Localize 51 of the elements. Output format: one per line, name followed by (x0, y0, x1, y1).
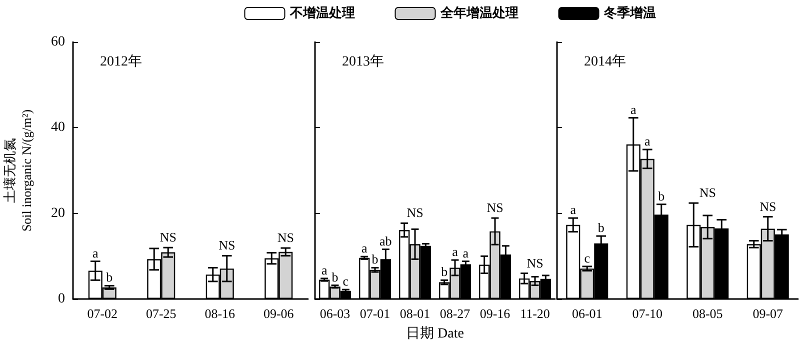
legend-label: 全年增温处理 (439, 6, 518, 21)
y-axis-title: 土壤无机氮 Soil inorganic N/(g/m²) (2, 109, 34, 232)
data-label: NS (699, 185, 716, 200)
x-tick-label: 07-01 (360, 306, 390, 321)
y-tick-label: 40 (51, 120, 65, 136)
data-label: NS (760, 198, 776, 214)
data-label: a (570, 202, 576, 218)
y-tick-label: 0 (58, 292, 65, 306)
data-label: b (106, 270, 113, 285)
x-axis-title: 日期 Date (406, 326, 464, 342)
data-label: NS (160, 230, 176, 245)
data-label: NS (277, 230, 294, 246)
y-tick-label: 20 (51, 206, 65, 221)
x-tick-label: 08-27 (440, 306, 471, 321)
x-tick-label: 07-02 (87, 306, 118, 321)
data-label: b (658, 188, 665, 204)
x-tick-label: 07-25 (146, 306, 176, 321)
data-label: a (462, 245, 469, 260)
data-label: a (452, 244, 458, 260)
text: 2012年 (100, 54, 142, 70)
x-tick-label: 09-07 (752, 306, 784, 321)
data-label: b (441, 264, 448, 280)
data-label: NS (406, 205, 424, 220)
x-tick-label: 06-01 (572, 306, 602, 321)
data-label: a (92, 245, 98, 260)
x-tick-label: 08-01 (400, 306, 430, 321)
data-label: b (598, 220, 604, 236)
data-label: a (321, 262, 328, 278)
x-tick-label: 08-05 (692, 306, 723, 321)
data-label: a (361, 240, 368, 256)
data-label: NS (218, 238, 236, 253)
x-tick-label: 09-16 (480, 306, 511, 321)
legend-label: 冬季增温 (602, 5, 656, 21)
x-tick-label: 07-10 (632, 306, 663, 321)
y-tick-label: 60 (51, 34, 65, 50)
text: 2013年 (342, 54, 384, 70)
data-label: ab (380, 233, 392, 248)
data-label: NS (526, 255, 544, 270)
data-label: b (372, 252, 378, 267)
data-label: a (630, 102, 636, 117)
x-tick-label: 11-20 (520, 306, 550, 321)
data-label: c (342, 274, 349, 289)
x-tick-label: 08-16 (204, 306, 236, 321)
x-tick-label: 06-03 (320, 306, 350, 321)
x-tick-label: 09-06 (263, 306, 294, 321)
data-label: NS (486, 200, 504, 216)
data-label: c (584, 250, 590, 266)
legend-label: 不增温处理 (288, 6, 355, 21)
text: 2014年 (584, 54, 626, 70)
data-label: a (644, 134, 650, 149)
data-label: b (332, 269, 338, 284)
